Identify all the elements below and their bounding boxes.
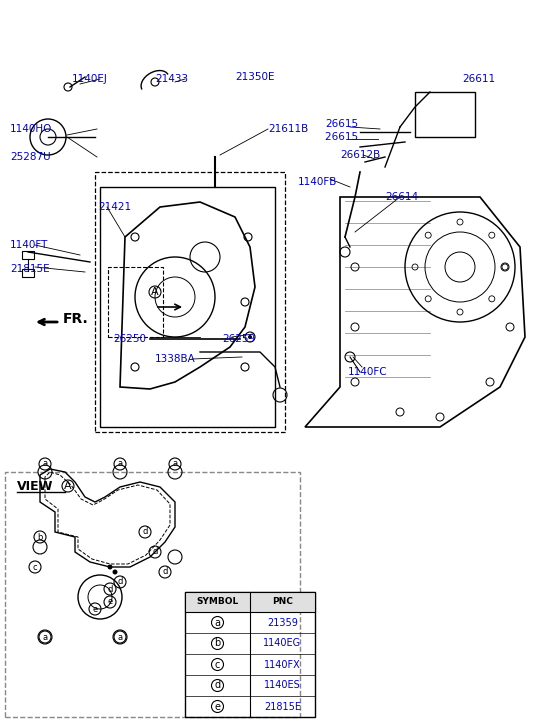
Text: 1140FB: 1140FB [298,177,337,187]
Text: d: d [215,680,221,691]
Text: 1140ES: 1140ES [264,680,301,691]
Text: 1140FX: 1140FX [264,659,301,670]
Text: 21433: 21433 [155,74,188,84]
Bar [5,472,300,717]
Text: a: a [43,632,47,641]
Text: 26615: 26615 [325,119,358,129]
Text: a: a [117,459,123,468]
Text: e: e [93,604,97,614]
Text: 1140EJ: 1140EJ [72,74,108,84]
Text: SYMBOL: SYMBOL [196,598,239,606]
Bar [108,267,163,337]
Text: 26615: 26615 [325,132,362,142]
Text: A: A [64,481,72,491]
Text: b: b [214,638,221,648]
Bar [185,592,315,612]
Text: 1338BA: 1338BA [155,354,196,364]
Text: a: a [173,459,178,468]
Text: e: e [215,702,221,712]
Text: A: A [151,287,159,297]
Text: 26250: 26250 [113,334,146,344]
Text: a: a [117,632,123,641]
Text: a: a [215,617,221,627]
Text: 26259: 26259 [222,334,255,344]
Text: 21359: 21359 [267,617,298,627]
Bar [415,92,475,137]
Circle shape [108,564,112,569]
Circle shape [248,335,252,339]
Text: d: d [152,547,158,556]
Text: 1140HO: 1140HO [10,124,52,134]
Text: c: c [215,659,220,670]
Text: e: e [108,598,112,606]
Text: d: d [107,585,112,593]
Text: FR.: FR. [63,312,89,326]
Circle shape [112,569,117,574]
Text: 21611B: 21611B [268,124,308,134]
Text: 21815E: 21815E [264,702,301,712]
Text: 1140FC: 1140FC [348,367,387,377]
Text: c: c [33,563,37,571]
Text: 21350E: 21350E [235,72,274,82]
Text: a: a [43,459,47,468]
Text: 25287U: 25287U [10,152,51,162]
Text: 26614: 26614 [385,192,418,202]
Text: PNC: PNC [272,598,293,606]
Text: d: d [143,528,148,537]
Text: VIEW: VIEW [17,481,53,494]
Text: 26612B: 26612B [340,150,380,160]
Text: 21815E: 21815E [10,264,49,274]
Bar [185,592,315,717]
Bar [22,269,34,277]
Text: 26611: 26611 [462,74,495,84]
Text: b: b [37,532,43,542]
Bar [22,251,34,259]
Text: 1140FT: 1140FT [10,240,48,250]
Text: d: d [117,577,123,587]
Text: 21421: 21421 [98,202,131,212]
Text: d: d [162,568,168,577]
Text: 1140EG: 1140EG [264,638,302,648]
